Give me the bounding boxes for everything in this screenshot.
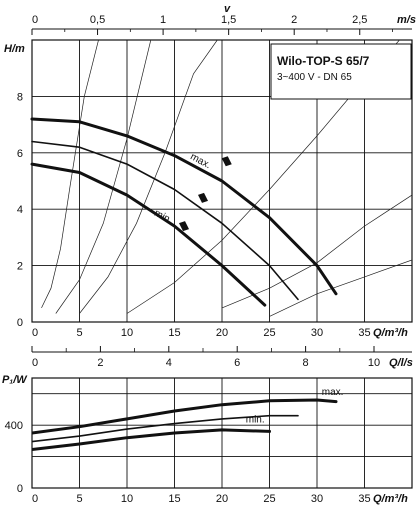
head-x-tick-label: 15	[168, 327, 180, 339]
power-x-tick-label: 35	[358, 493, 370, 505]
top-axis-tick-label: 1,5	[221, 14, 236, 26]
title-box	[270, 43, 412, 100]
power-curves	[32, 398, 338, 451]
flow-ls-axis: 0 2 4 6 8 10	[31, 346, 412, 369]
head-y-tick-label: 6	[17, 148, 23, 160]
power-y-tick-label: 400	[5, 420, 23, 432]
head-y-tick-label: 4	[17, 204, 23, 216]
top-axis-tick-label: 2,5	[352, 14, 367, 26]
head-x-tick-label: 30	[311, 327, 323, 339]
head-curve-max	[30, 117, 338, 296]
head-y-tick-label: 8	[17, 91, 23, 103]
power-y-tick-label: 0	[17, 483, 23, 495]
head-x-tick-label: 0	[32, 327, 38, 339]
chart-title: Wilo-TOP-S 65/7	[277, 54, 370, 68]
chart-subtitle: 3~400 V - DN 65	[277, 72, 352, 83]
head-curve-mid	[31, 140, 299, 301]
head-plot-frame	[31, 39, 413, 323]
operating-point-marker	[179, 221, 189, 232]
power-x-axis-label: Q/m³/h	[373, 493, 408, 505]
head-x-axis-label: Q/m³/h	[373, 327, 408, 339]
power-x-tick-label: 20	[216, 493, 228, 505]
power-x-tick-label: 30	[311, 493, 323, 505]
power-curve-max	[32, 398, 338, 435]
top-axis-label: v	[224, 3, 231, 15]
operating-point-marker	[221, 156, 232, 167]
top-axis-tick-label: 0,5	[90, 14, 105, 26]
head-y-tick-label: 2	[17, 261, 23, 273]
top-velocity-axis: 00,511,522,53	[31, 14, 412, 35]
mid-axis-tick-label: 2	[97, 357, 103, 369]
power-x-tick-label: 10	[121, 493, 133, 505]
head-x-tick-label: 25	[263, 327, 275, 339]
power-curve-mid	[32, 414, 299, 443]
head-curve-min	[30, 162, 267, 307]
power-curve-min	[32, 428, 271, 451]
top-axis-tick-label: 1	[160, 14, 166, 26]
head-y-tick-label: 0	[17, 317, 23, 329]
power-chart: max. min. 0 5 10 15 20 25 30 35 0 400	[5, 377, 413, 505]
head-x-tick-label: 20	[216, 327, 228, 339]
system-curve	[41, 40, 99, 309]
power-label-max: max.	[322, 387, 344, 398]
top-axis-tick-label: 0	[32, 14, 38, 26]
head-x-tick-label: 5	[76, 327, 82, 339]
mid-axis-unit: Q/l/s	[389, 357, 413, 369]
head-y-axis-label: H/m	[4, 43, 25, 55]
mid-axis-tick-label: 10	[368, 357, 380, 369]
power-x-tick-label: 5	[76, 493, 82, 505]
power-x-tick-label: 15	[168, 493, 180, 505]
mid-axis-tick-label: 4	[166, 357, 172, 369]
power-label-min: min.	[246, 414, 265, 425]
system-curve	[79, 40, 218, 314]
system-curve	[269, 259, 412, 317]
power-x-tick-label: 0	[32, 493, 38, 505]
head-x-tick-label: 10	[121, 327, 133, 339]
top-axis-unit: m/s	[397, 14, 416, 26]
head-x-tick-label: 35	[358, 327, 370, 339]
top-axis-tick-label: 2	[291, 14, 297, 26]
power-x-tick-label: 25	[263, 493, 275, 505]
system-curve	[55, 40, 152, 314]
mid-axis-tick-label: 6	[234, 357, 240, 369]
operating-point-marker	[198, 192, 208, 203]
power-y-axis-label: P₁/W	[2, 374, 28, 386]
mid-axis-tick-label: 0	[32, 357, 38, 369]
mid-axis-tick-label: 8	[303, 357, 309, 369]
